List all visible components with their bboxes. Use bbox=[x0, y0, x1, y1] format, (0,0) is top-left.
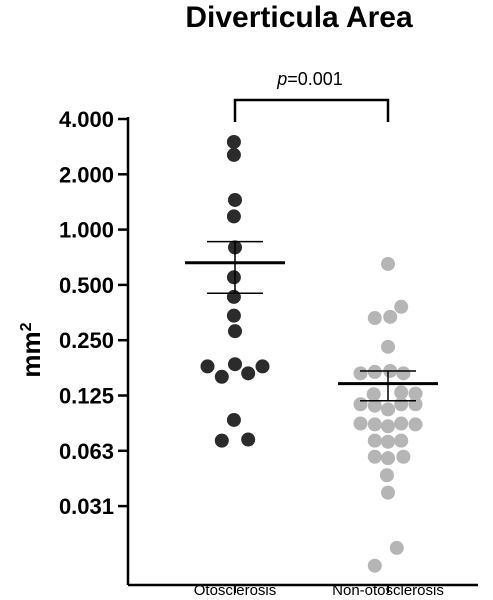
data-point bbox=[228, 357, 242, 372]
plot-area: 4.000 2.000 1.000 0.500 0.250 0.125 0.063 0.031… bbox=[59, 98, 478, 599]
y-tick-label: 0.063 bbox=[59, 439, 114, 464]
p-value-number: =0.001 bbox=[287, 69, 343, 89]
data-point bbox=[381, 402, 395, 417]
x-tick-label: Otosclerosis bbox=[194, 582, 277, 599]
data-point bbox=[381, 339, 395, 354]
data-point bbox=[226, 147, 241, 162]
significance-bracket bbox=[233, 98, 390, 122]
chart-title: Diverticula Area bbox=[185, 1, 413, 34]
data-point bbox=[381, 256, 395, 271]
y-axis-label-superscript: 2 bbox=[18, 322, 35, 331]
data-point bbox=[381, 419, 395, 434]
data-point bbox=[226, 289, 241, 304]
data-point bbox=[367, 449, 382, 464]
data-point bbox=[200, 359, 215, 374]
data-point bbox=[396, 449, 411, 464]
p-value-annotation: p=0.001 bbox=[276, 69, 343, 89]
data-point bbox=[367, 417, 382, 432]
data-point bbox=[241, 366, 256, 381]
data-point bbox=[366, 387, 381, 402]
data-point bbox=[255, 359, 270, 374]
data-point bbox=[353, 366, 368, 381]
data-point bbox=[394, 385, 409, 400]
x-tick-label: Non-otosclerosis bbox=[332, 582, 444, 599]
data-point bbox=[396, 366, 411, 381]
data-point bbox=[394, 299, 409, 314]
y-axis-label-base: mm bbox=[16, 331, 46, 377]
data-point bbox=[353, 397, 368, 412]
data-point bbox=[389, 540, 404, 555]
data-point bbox=[367, 433, 382, 448]
data-point bbox=[226, 134, 241, 149]
data-point bbox=[226, 412, 241, 427]
y-tick-label: 1.000 bbox=[59, 218, 114, 243]
data-point bbox=[394, 433, 409, 448]
data-point bbox=[353, 416, 368, 431]
data-point bbox=[394, 397, 409, 412]
y-tick-label: 0.500 bbox=[59, 273, 114, 298]
data-point bbox=[214, 369, 229, 384]
data-point bbox=[241, 432, 256, 447]
data-point bbox=[367, 364, 382, 379]
data-point bbox=[408, 397, 423, 412]
p-value-symbol: p bbox=[276, 69, 287, 89]
y-axis-label: mm2 bbox=[16, 322, 46, 377]
y-tick-label: 0.125 bbox=[59, 384, 114, 409]
data-point bbox=[226, 270, 241, 285]
data-point bbox=[367, 558, 382, 573]
data-point bbox=[226, 209, 241, 224]
y-tick-label: 0.031 bbox=[59, 494, 114, 519]
y-tick-label: 2.000 bbox=[59, 162, 114, 187]
y-tick-label: 0.250 bbox=[59, 328, 114, 353]
data-point bbox=[226, 308, 241, 323]
data-point bbox=[381, 451, 395, 466]
data-point bbox=[214, 433, 229, 448]
data-point bbox=[228, 192, 242, 207]
data-point bbox=[367, 311, 382, 326]
y-tick-label: 4.000 bbox=[59, 107, 114, 132]
data-point bbox=[383, 309, 398, 324]
data-point bbox=[379, 468, 394, 483]
data-point bbox=[367, 398, 382, 413]
data-point bbox=[381, 485, 395, 500]
data-point bbox=[408, 417, 423, 432]
data-point bbox=[394, 416, 409, 431]
data-point bbox=[408, 386, 423, 401]
data-point bbox=[228, 324, 242, 339]
data-point bbox=[381, 434, 395, 449]
